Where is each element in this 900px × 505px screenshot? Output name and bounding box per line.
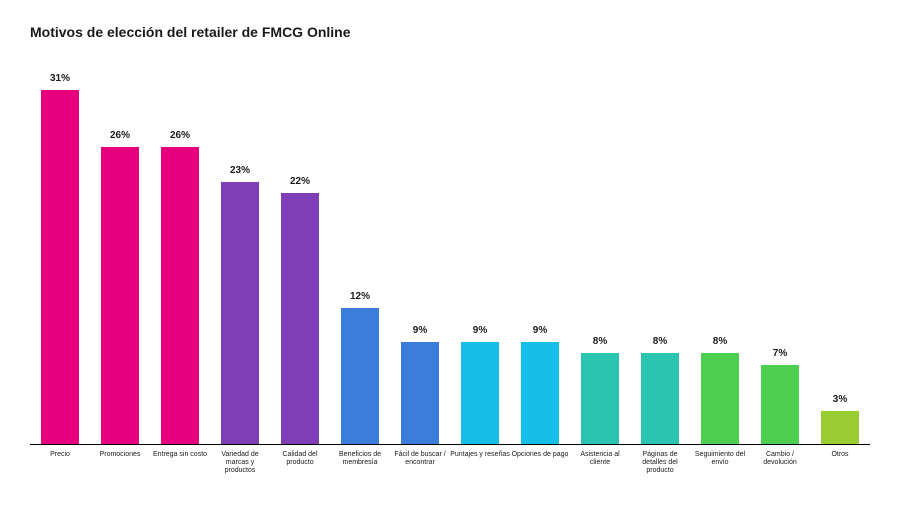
bar-value-label: 9%: [533, 325, 547, 336]
bar-slot: 8%: [630, 90, 690, 445]
bar-slot: 8%: [690, 90, 750, 445]
bar-slot: 9%: [510, 90, 570, 445]
bar: 8%: [641, 353, 678, 445]
category-slot: Entrega sin costo: [150, 445, 210, 485]
bar-slot: 9%: [390, 90, 450, 445]
bar-value-label: 8%: [713, 336, 727, 347]
category-slot: Precio: [30, 445, 90, 485]
bar-slot: 7%: [750, 90, 810, 445]
category-slot: Fácil de buscar / encontrar: [390, 445, 450, 485]
category-label: Asistencia al cliente: [570, 451, 630, 467]
category-label: Cambio / devolución: [750, 451, 810, 467]
category-slot: Variedad de marcas y productos: [210, 445, 270, 485]
bar-value-label: 8%: [653, 336, 667, 347]
category-slot: Beneficios de membresía: [330, 445, 390, 485]
category-label: Variedad de marcas y productos: [210, 451, 270, 475]
category-slot: Opciones de pago: [510, 445, 570, 485]
category-slot: Puntajes y reseñas: [450, 445, 510, 485]
bar: 23%: [221, 182, 258, 445]
bar-slot: 3%: [810, 90, 870, 445]
bar: 12%: [341, 308, 378, 445]
bar-slot: 9%: [450, 90, 510, 445]
category-label: Precio: [50, 451, 70, 459]
bar-value-label: 9%: [473, 325, 487, 336]
bar-value-label: 3%: [833, 394, 847, 405]
bar: 7%: [761, 365, 798, 445]
category-label: Puntajes y reseñas: [450, 451, 510, 459]
bar-slot: 23%: [210, 90, 270, 445]
category-label: Páginas de detalles del producto: [630, 451, 690, 475]
category-label: Entrega sin costo: [153, 451, 207, 459]
bar: 9%: [461, 342, 498, 445]
bar-value-label: 8%: [593, 336, 607, 347]
bar-slot: 31%: [30, 90, 90, 445]
bar-value-label: 9%: [413, 325, 427, 336]
bars-container: 31%26%26%23%22%12%9%9%9%8%8%8%7%3%: [30, 90, 870, 445]
bar-value-label: 26%: [170, 130, 190, 141]
category-label: Beneficios de membresía: [330, 451, 390, 467]
category-slot: Cambio / devolución: [750, 445, 810, 485]
bar-chart: 31%26%26%23%22%12%9%9%9%8%8%8%7%3% Preci…: [30, 60, 870, 485]
bar: 26%: [101, 147, 138, 445]
category-label: Opciones de pago: [512, 451, 569, 459]
category-slot: Páginas de detalles del producto: [630, 445, 690, 485]
bar-slot: 12%: [330, 90, 390, 445]
category-label: Seguimiento del envío: [690, 451, 750, 467]
bar: 8%: [581, 353, 618, 445]
chart-title: Motivos de elección del retailer de FMCG…: [30, 24, 870, 40]
bar-slot: 26%: [90, 90, 150, 445]
bar-slot: 26%: [150, 90, 210, 445]
plot-area: 31%26%26%23%22%12%9%9%9%8%8%8%7%3%: [30, 90, 870, 445]
bar: 8%: [701, 353, 738, 445]
category-slot: Promociones: [90, 445, 150, 485]
category-axis: Precio Promociones Entrega sin costoVaried…: [30, 445, 870, 485]
bar: 3%: [821, 411, 858, 445]
category-slot: Calidad del producto: [270, 445, 330, 485]
category-label: Otros: [831, 451, 848, 459]
category-label: Promociones: [100, 451, 141, 459]
bar: 9%: [521, 342, 558, 445]
page: Motivos de elección del retailer de FMCG…: [0, 0, 900, 505]
bar-value-label: 23%: [230, 165, 250, 176]
category-slot: Seguimiento del envío: [690, 445, 750, 485]
category-label: Calidad del producto: [270, 451, 330, 467]
bar-value-label: 26%: [110, 130, 130, 141]
category-slot: Otros: [810, 445, 870, 485]
bar: 22%: [281, 193, 318, 445]
bar-slot: 8%: [570, 90, 630, 445]
bar-value-label: 12%: [350, 291, 370, 302]
bar-value-label: 7%: [773, 348, 787, 359]
bar: 26%: [161, 147, 198, 445]
bar: 9%: [401, 342, 438, 445]
bar-value-label: 22%: [290, 176, 310, 187]
category-label: Fácil de buscar / encontrar: [390, 451, 450, 467]
bar-slot: 22%: [270, 90, 330, 445]
category-slot: Asistencia al cliente: [570, 445, 630, 485]
bar: 31%: [41, 90, 78, 445]
bar-value-label: 31%: [50, 73, 70, 84]
